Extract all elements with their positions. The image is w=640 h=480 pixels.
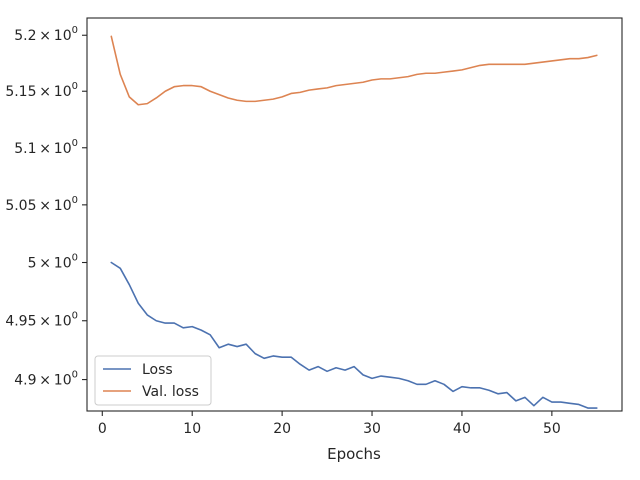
y-tick-label: 4.95 × 100 — [5, 311, 78, 330]
x-tick-label: 20 — [273, 421, 291, 437]
x-tick-label: 40 — [453, 421, 471, 437]
x-axis-label: Epochs — [327, 445, 381, 463]
series-layer — [110, 35, 598, 409]
y-tick-label: 5.05 × 100 — [5, 195, 78, 214]
series-line-val-loss — [110, 35, 598, 106]
plot-frame — [86, 17, 623, 412]
y-tick-label: 5.1 × 100 — [14, 138, 78, 157]
x-tick-label: 50 — [543, 421, 561, 437]
y-tick-label: 4.9 × 100 — [14, 370, 78, 389]
y-tick-label: 5.2 × 100 — [14, 25, 78, 44]
y-axis: 4.9 × 100 4.95 × 100 5 × 100 5.05 × 100 5.1 … — [5, 25, 87, 389]
y-tick-label: 5 × 100 — [28, 253, 78, 272]
x-tick-label: 10 — [183, 421, 201, 437]
x-tick-label: 30 — [363, 421, 381, 437]
legend: Loss Val. loss — [94, 355, 212, 406]
series-line-loss — [110, 261, 598, 409]
legend-label-loss: Loss — [142, 362, 173, 378]
x-tick-label: 0 — [98, 421, 107, 437]
y-tick-label: 5.15 × 100 — [5, 81, 78, 100]
x-axis: 0 10 20 30 40 50 — [98, 411, 561, 437]
legend-label-val-loss: Val. loss — [142, 384, 199, 400]
